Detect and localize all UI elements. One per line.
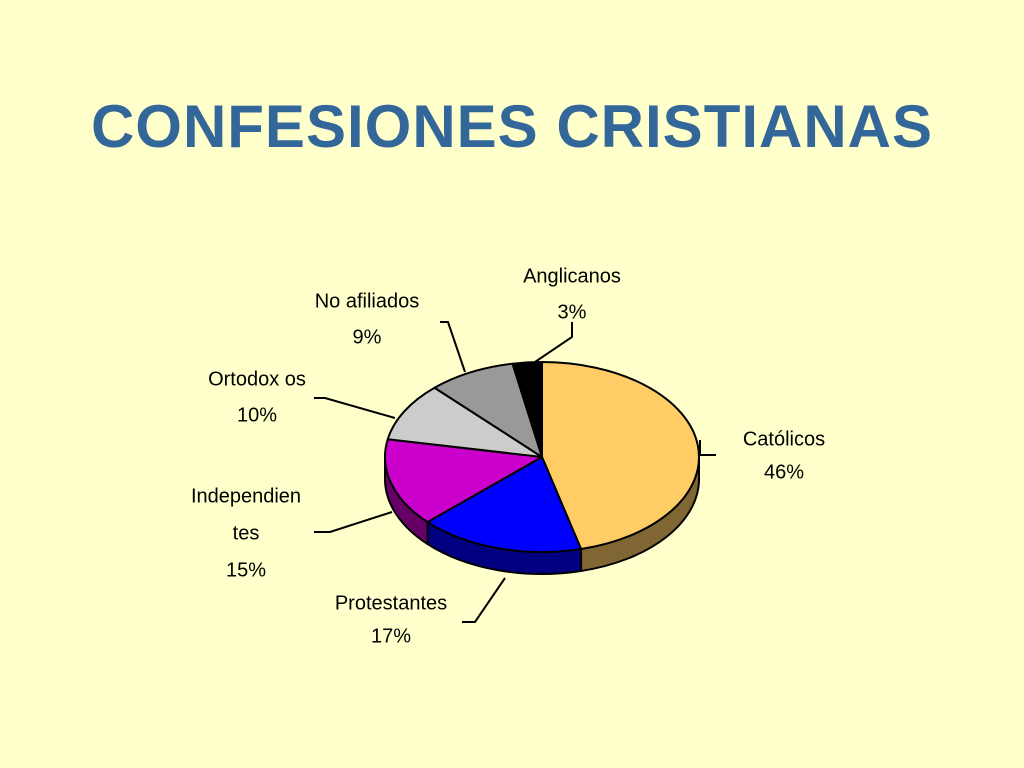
slice-label-ortodoxos: Ortodox os (208, 368, 306, 390)
leader-line-protestantes (462, 577, 506, 623)
leader-line-anglicanos (531, 322, 573, 365)
slice-label-catolicos: Católicos (743, 428, 825, 450)
slice-anglicanos (511, 361, 543, 458)
slice-labels: Católicos 46% Protestantes 17% Independien te… (191, 265, 825, 647)
slice-percent-ortodoxos: 10% (237, 404, 277, 426)
slice-label-no-afiliados: No afiliados (315, 290, 420, 312)
slice-percent-anglicanos: 3% (558, 301, 587, 323)
slice-label-independientes: tes (233, 522, 260, 544)
slice-independientes (384, 438, 543, 524)
pie-slices (384, 361, 700, 553)
leader-line-independientes (314, 511, 393, 533)
slice-no-afiliados (433, 362, 543, 458)
slice-catolicos (541, 361, 700, 551)
slice-label-anglicanos: Anglicanos (523, 265, 621, 287)
slide-title: CONFESIONES CRISTIANAS (90, 93, 934, 160)
slice-percent-catolicos: 46% (764, 461, 804, 483)
slice-percent-protestantes: 17% (371, 625, 411, 647)
leader-line-ortodoxos (314, 397, 396, 419)
leader-lines (314, 321, 716, 623)
leader-line-no-afiliados (440, 321, 466, 373)
slice-label-protestantes: Protestantes (335, 592, 447, 614)
slice-label-independientes: Independien (191, 485, 301, 507)
slice-protestantes (426, 456, 583, 553)
leader-line-catolicos (699, 440, 716, 456)
slice-percent-independientes: 15% (226, 559, 266, 581)
slice-ortodoxos (386, 386, 543, 458)
slice-percent-no-afiliados: 9% (353, 326, 382, 348)
